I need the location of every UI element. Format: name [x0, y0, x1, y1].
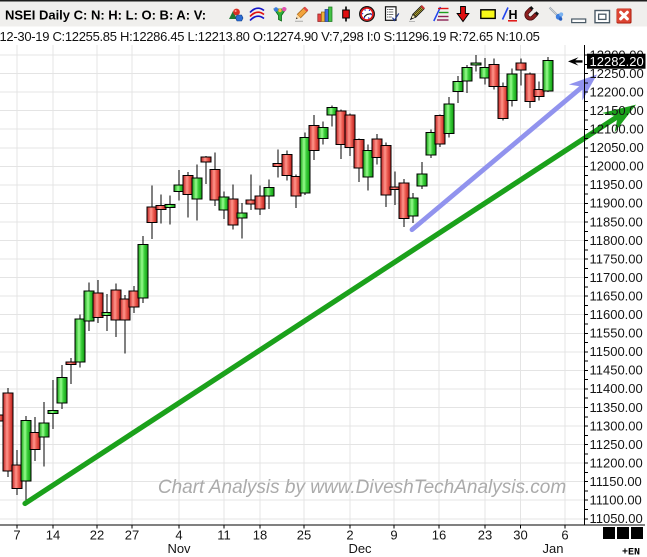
- svg-text:11300.00: 11300.00: [590, 418, 643, 433]
- svg-text:30: 30: [513, 528, 527, 543]
- svg-text:2: 2: [346, 528, 353, 543]
- svg-text:11650.00: 11650.00: [590, 289, 643, 304]
- svg-text:11400.00: 11400.00: [590, 381, 643, 396]
- svg-text:H: H: [509, 8, 518, 22]
- svg-text:11850.00: 11850.00: [590, 214, 643, 229]
- svg-text:12100.00: 12100.00: [590, 122, 644, 137]
- svg-text:Jan: Jan: [543, 541, 564, 556]
- svg-text:12250.00: 12250.00: [590, 66, 644, 81]
- svg-text:12200.00: 12200.00: [590, 84, 644, 99]
- svg-text:18: 18: [253, 528, 267, 543]
- svg-text:11600.00: 11600.00: [590, 307, 643, 322]
- svg-text:11800.00: 11800.00: [590, 233, 643, 248]
- svg-text:11: 11: [217, 528, 231, 543]
- svg-text:11050.00: 11050.00: [590, 511, 643, 526]
- svg-text:12-30-19 C:12255.85 H:12286.45: 12-30-19 C:12255.85 H:12286.45 L:12213.8…: [0, 29, 540, 44]
- svg-text:7: 7: [13, 528, 20, 543]
- svg-text:11200.00: 11200.00: [590, 455, 643, 470]
- svg-text:6: 6: [561, 528, 568, 543]
- svg-text:12050.00: 12050.00: [590, 140, 644, 155]
- svg-text:11700.00: 11700.00: [590, 270, 643, 285]
- svg-text:14: 14: [46, 528, 60, 543]
- svg-text:11250.00: 11250.00: [590, 437, 643, 452]
- svg-text:11100.00: 11100.00: [590, 493, 642, 508]
- svg-text:25: 25: [297, 528, 311, 543]
- svg-text:Chart Analysis by www.DiveshTe: Chart Analysis by www.DiveshTechAnalysis…: [158, 477, 566, 498]
- svg-text:+EN: +EN: [622, 548, 640, 557]
- svg-text:4: 4: [175, 528, 182, 543]
- svg-text:11900.00: 11900.00: [590, 196, 643, 211]
- svg-text:16: 16: [432, 528, 446, 543]
- svg-text:Nov: Nov: [167, 541, 191, 556]
- svg-text:11950.00: 11950.00: [590, 177, 643, 192]
- svg-text:12000.00: 12000.00: [590, 159, 644, 174]
- svg-text:11500.00: 11500.00: [590, 344, 643, 359]
- svg-text:12282.20: 12282.20: [590, 54, 644, 69]
- svg-text:11750.00: 11750.00: [590, 251, 643, 266]
- svg-text:11550.00: 11550.00: [590, 326, 643, 341]
- svg-text:11150.00: 11150.00: [590, 474, 642, 489]
- svg-text:11450.00: 11450.00: [590, 363, 643, 378]
- svg-text:Dec: Dec: [348, 541, 372, 556]
- svg-text:9: 9: [390, 528, 397, 543]
- svg-text:23: 23: [478, 528, 492, 543]
- svg-text:27: 27: [125, 528, 139, 543]
- svg-text:11350.00: 11350.00: [590, 400, 643, 415]
- svg-text:22: 22: [90, 528, 104, 543]
- svg-text:NSEI Daily C: N: H: L: O: B: A: NSEI Daily C: N: H: L: O: B: A: V:: [5, 8, 206, 23]
- svg-text:12150.00: 12150.00: [590, 103, 644, 118]
